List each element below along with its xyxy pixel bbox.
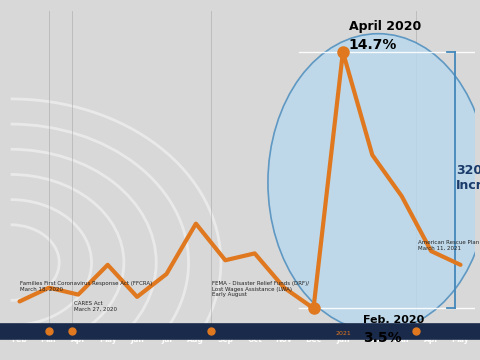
Ellipse shape xyxy=(268,34,480,331)
Text: American Rescue Plan
March 11, 2021: American Rescue Plan March 11, 2021 xyxy=(418,240,479,251)
Text: 2021: 2021 xyxy=(335,330,351,336)
Text: 320%
Increase: 320% Increase xyxy=(456,164,480,192)
Text: 3.5%: 3.5% xyxy=(363,331,402,345)
Text: FEMA - Disaster Relief Funds (DRF)/
Lost Wages Assistance (LWA)
Early August: FEMA - Disaster Relief Funds (DRF)/ Lost… xyxy=(212,281,309,297)
Text: Families First Coronavirus Response Act (FFCRA)
March 18, 2020: Families First Coronavirus Response Act … xyxy=(20,281,152,292)
Text: 14.7%: 14.7% xyxy=(349,38,397,52)
Text: April 2020: April 2020 xyxy=(349,20,421,33)
Text: CARES Act
March 27, 2020: CARES Act March 27, 2020 xyxy=(74,301,117,312)
Text: Feb. 2020: Feb. 2020 xyxy=(363,315,425,325)
